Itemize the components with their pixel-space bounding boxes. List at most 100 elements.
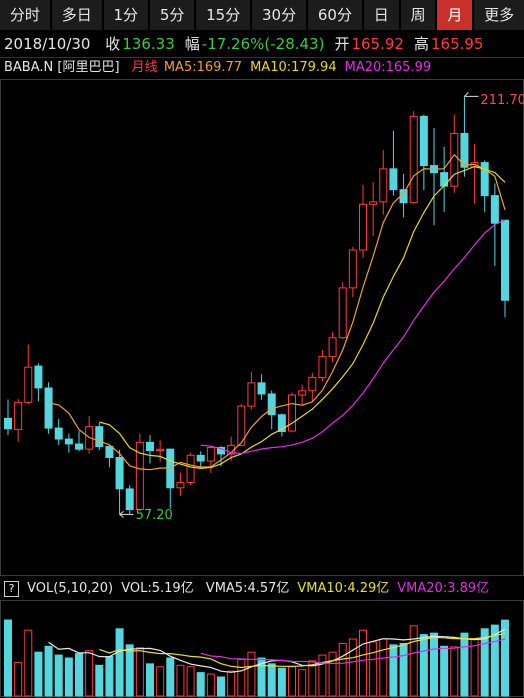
candle-body: [328, 337, 337, 358]
volume-bar: [470, 638, 479, 697]
ma-line: [99, 632, 506, 669]
volume-bar: [338, 642, 347, 697]
volume-bar: [135, 647, 144, 697]
volume-bar: [379, 638, 388, 697]
period-label: 月线: [131, 60, 158, 75]
candle-body: [196, 454, 205, 462]
volume-bar: [450, 646, 459, 697]
candle-body: [14, 401, 23, 430]
volume-bar: [409, 625, 418, 697]
period-tab[interactable]: 15分: [196, 0, 251, 30]
help-icon[interactable]: ?: [4, 581, 19, 597]
candle-body: [95, 426, 104, 448]
vma-legend-entry: VMA5:4.57亿: [205, 581, 290, 596]
volume-bar: [24, 629, 33, 697]
period-tab[interactable]: 日: [363, 0, 399, 30]
quote-date: 2018/10/30: [4, 35, 91, 53]
candle-body: [146, 441, 154, 452]
volume-bar: [308, 660, 317, 697]
candle-body: [308, 376, 317, 392]
candle-body: [34, 365, 43, 389]
ma-line: [200, 219, 506, 455]
vma-legend-entry: VMA10:4.29亿: [297, 581, 390, 596]
candle-body: [54, 427, 63, 440]
candle-body: [480, 162, 489, 197]
period-tab[interactable]: 30分: [252, 0, 306, 30]
quote-label: 幅: [184, 35, 200, 53]
candle-body: [298, 390, 307, 396]
candle-body: [217, 447, 225, 455]
volume-bar: [4, 619, 12, 697]
candle-body: [267, 393, 276, 416]
candle-body: [460, 132, 469, 168]
period-tab[interactable]: 60分: [308, 0, 362, 30]
high-marker: [464, 91, 479, 97]
volume-bar: [389, 644, 398, 697]
candle-body: [257, 382, 266, 395]
candle-body: [105, 445, 114, 458]
high-label: 211.70: [480, 93, 524, 108]
candle-body: [156, 448, 165, 451]
volume-bar: [247, 651, 256, 697]
volume-bar: [328, 651, 337, 697]
candle-body: [338, 287, 347, 339]
candle-body: [206, 447, 215, 462]
quote-value: 136.33: [122, 35, 175, 53]
volume-bar: [430, 632, 438, 697]
quote-value: -17.26%(-28.43): [201, 35, 325, 53]
volume-bar: [440, 645, 449, 697]
volume-bar: [399, 642, 408, 697]
period-tabs: 分时 多日 1分 5分 15分 30分 60分日周月更多: [0, 0, 524, 30]
period-tab[interactable]: 多日: [51, 0, 102, 30]
volume-bar: [257, 657, 266, 697]
volume-bar: [277, 667, 286, 697]
vma-legend-entry: VMA20:3.89亿: [397, 581, 490, 596]
volume-bar: [206, 673, 215, 697]
quote-value: 165.92: [351, 35, 404, 53]
candle-body: [277, 414, 286, 433]
low-label: 57.20: [136, 508, 173, 523]
volume-bar: [298, 669, 307, 697]
period-tab[interactable]: 1分: [103, 0, 148, 30]
candle-body: [186, 454, 195, 483]
candle-body: [115, 457, 124, 490]
volume-bar: [359, 629, 367, 697]
candle-body: [125, 488, 134, 511]
volume-bar: [105, 656, 114, 697]
candle-body: [4, 417, 12, 430]
volume-bar: [348, 638, 357, 697]
volume-bar: [237, 658, 246, 697]
volume-bar: [369, 641, 378, 697]
volume-bar: [176, 664, 185, 697]
price-legend: BABA.N [阿里巴巴] 月线 MA5:169.77 MA10:179.94 MA…: [0, 58, 524, 78]
candle-body: [64, 438, 73, 445]
candle-body: [379, 168, 388, 203]
quote-label: 收: [105, 35, 121, 53]
candle-body: [288, 394, 296, 432]
period-tab[interactable]: 更多: [474, 0, 524, 30]
period-tab[interactable]: 分时: [0, 0, 50, 30]
volume-bar: [460, 632, 469, 697]
period-tab[interactable]: 月: [437, 0, 473, 30]
volume-bar: [125, 644, 134, 697]
candle-body: [237, 405, 246, 446]
ma-legend-entry: MA5:169.77: [163, 60, 243, 75]
period-tab[interactable]: 5分: [149, 0, 195, 30]
period-tab[interactable]: 周: [400, 0, 436, 30]
candle-body: [440, 172, 449, 187]
candle-body: [318, 356, 327, 378]
volume-bar: [95, 664, 104, 697]
low-marker: [119, 510, 134, 518]
volume-bar: [44, 645, 53, 697]
volume-bar: [419, 634, 428, 697]
volume-bar: [34, 651, 43, 697]
candle-body: [135, 441, 144, 510]
candle-body: [409, 115, 418, 204]
candle-body: [247, 382, 256, 407]
volume-bar: [267, 663, 276, 697]
volume-bar: [75, 653, 83, 697]
volume-bar: [501, 619, 509, 697]
candle-body: [369, 201, 378, 205]
